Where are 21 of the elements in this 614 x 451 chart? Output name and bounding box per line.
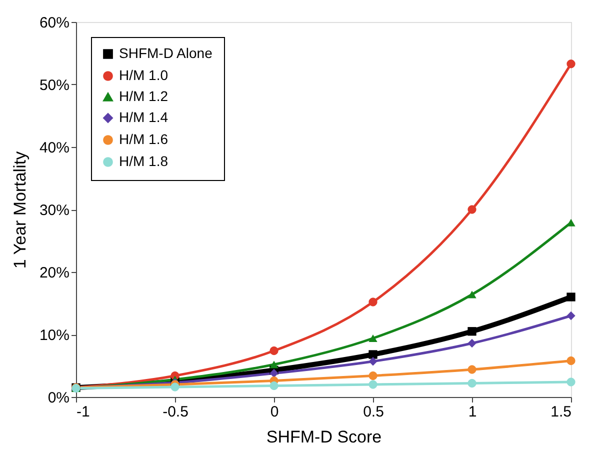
x-tick-label: -0.5 — [162, 404, 188, 420]
y-tick-label: 20% — [39, 264, 70, 282]
legend-label: H/M 1.2 — [119, 88, 168, 104]
x-tick-label: 1.5 — [550, 404, 572, 420]
y-tick-label: 60% — [39, 14, 70, 32]
y-tick-label: 0% — [48, 390, 70, 406]
x-tick-label: 1 — [468, 404, 477, 420]
x-tick-label: 0.5 — [363, 404, 384, 420]
legend-label: H/M 1.4 — [119, 109, 168, 125]
y-tick-label: 40% — [39, 140, 70, 156]
x-axis-title: SHFM-D Score — [266, 428, 382, 446]
legend-label: H/M 1.6 — [119, 131, 168, 147]
y-tick-label: 10% — [39, 327, 70, 344]
x-tick-label: -1 — [76, 404, 90, 420]
legend-label: H/M 1.0 — [119, 67, 168, 83]
legend-label: SHFM-D Alone — [119, 45, 213, 61]
x-tick-label: 0 — [270, 404, 279, 420]
legend-label: H/M 1.8 — [119, 153, 168, 169]
y-tick-label: 50% — [39, 77, 70, 94]
y-axis-title: 1 Year Mortality — [10, 150, 30, 269]
y-tick-label: 30% — [39, 202, 70, 219]
